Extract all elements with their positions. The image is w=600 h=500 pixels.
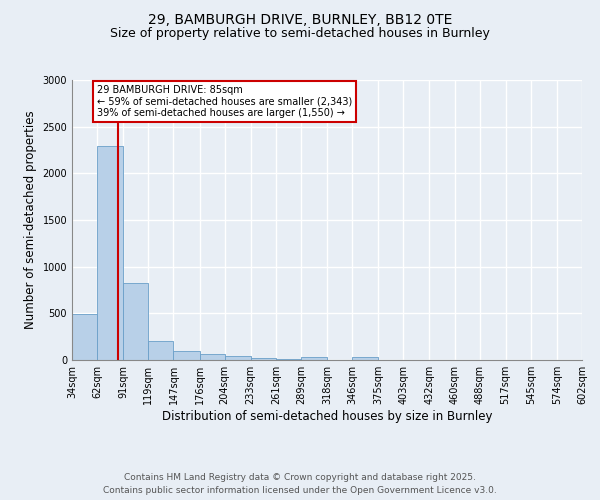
Bar: [173, 351, 199, 360]
X-axis label: Distribution of semi-detached houses by size in Burnley: Distribution of semi-detached houses by …: [162, 410, 492, 423]
Bar: [97, 146, 123, 360]
Bar: [148, 341, 173, 360]
Text: Contains HM Land Registry data © Crown copyright and database right 2025.
Contai: Contains HM Land Registry data © Crown c…: [103, 474, 497, 495]
Bar: [276, 358, 301, 360]
Y-axis label: Number of semi-detached properties: Number of semi-detached properties: [24, 110, 37, 330]
Bar: [352, 357, 378, 360]
Text: Size of property relative to semi-detached houses in Burnley: Size of property relative to semi-detach…: [110, 28, 490, 40]
Bar: [301, 356, 327, 360]
Bar: [224, 356, 251, 360]
Text: 29, BAMBURGH DRIVE, BURNLEY, BB12 0TE: 29, BAMBURGH DRIVE, BURNLEY, BB12 0TE: [148, 12, 452, 26]
Bar: [199, 354, 224, 360]
Bar: [72, 314, 97, 360]
Bar: [251, 358, 276, 360]
Text: 29 BAMBURGH DRIVE: 85sqm
← 59% of semi-detached houses are smaller (2,343)
39% o: 29 BAMBURGH DRIVE: 85sqm ← 59% of semi-d…: [97, 84, 352, 118]
Bar: [123, 282, 148, 360]
